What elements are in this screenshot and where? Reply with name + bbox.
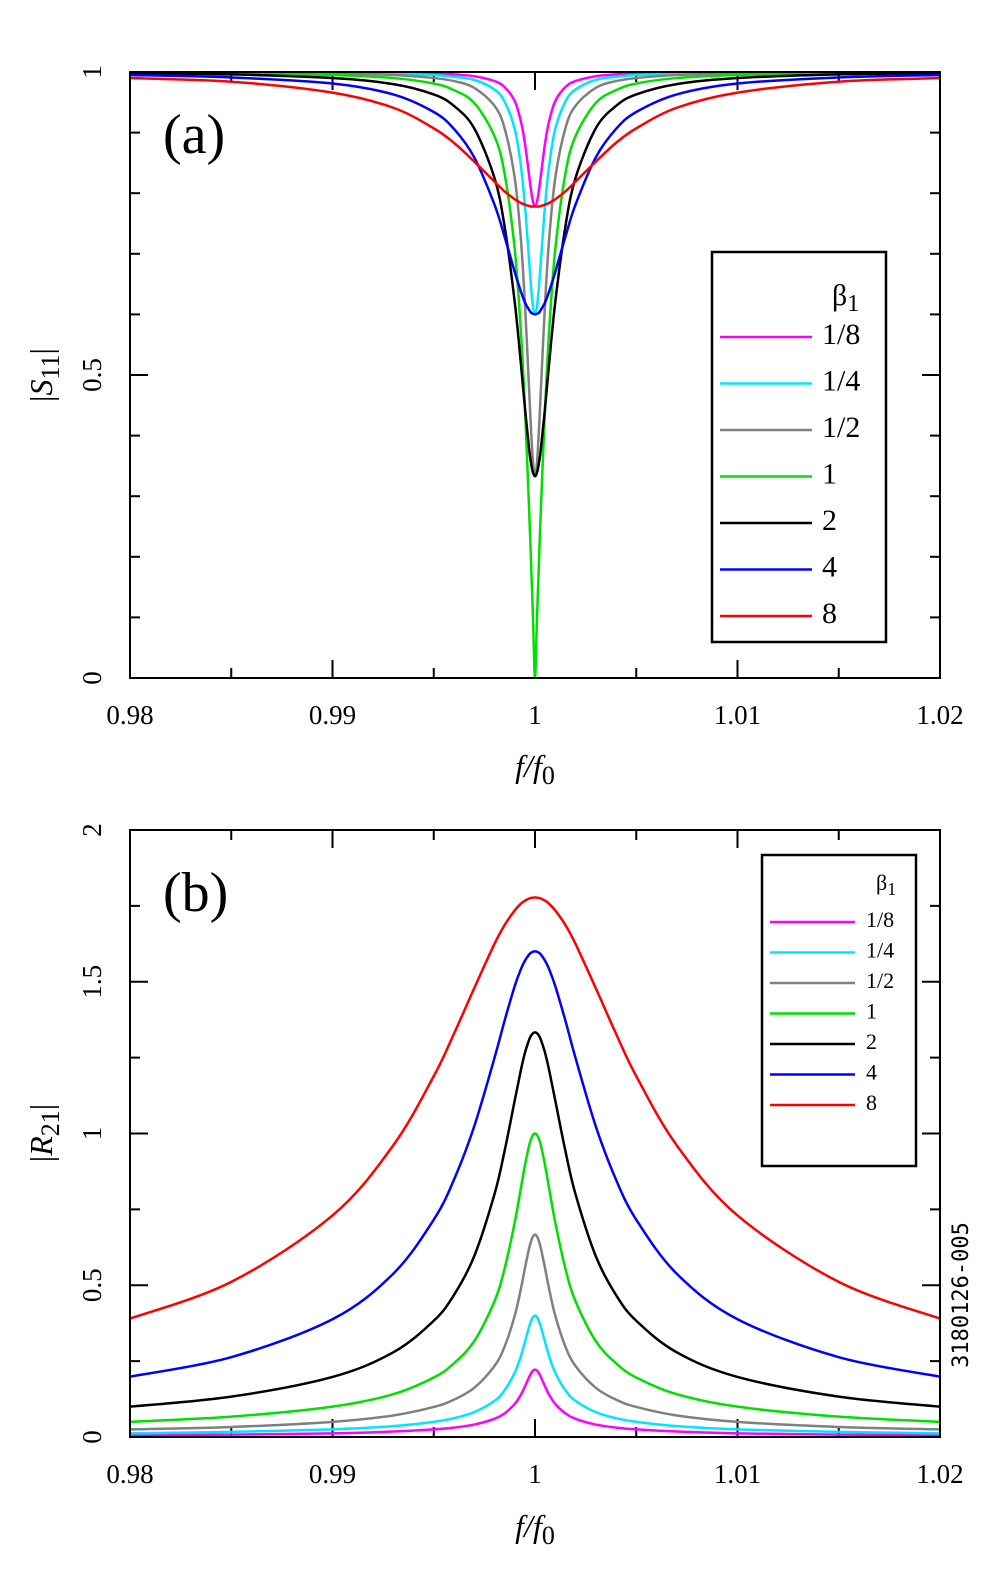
legend-box (710, 250, 888, 644)
legend-title: β1 (876, 870, 896, 898)
x-tick-label: 0.99 (309, 1459, 356, 1489)
x-axis-label: f/f0 (515, 1508, 555, 1549)
data-line (130, 1132, 940, 1424)
y-axis-label-part: S (23, 380, 59, 396)
y-tick-label: 2 (77, 823, 107, 837)
legend-box (760, 853, 918, 1168)
y-axis-label-part: | (23, 348, 59, 354)
data-line (130, 72, 940, 208)
y-axis-label-part: | (23, 1104, 59, 1110)
y-axis-label-part: | (23, 1156, 59, 1162)
x-tick-label: 1 (528, 700, 542, 730)
plot-frame (129, 71, 941, 679)
legend-title-part: 1 (847, 291, 859, 317)
y-axis-label-part: 21 (36, 1110, 65, 1136)
data-line (130, 72, 940, 678)
legend-label: 4 (866, 1060, 877, 1085)
data-line (130, 896, 940, 1320)
y-axis-label-part: R (23, 1136, 59, 1157)
data-line (130, 76, 940, 208)
y-axis-label-part: | (23, 396, 59, 402)
y-axis-label: |S11| (23, 348, 64, 402)
x-axis-label-part: 0 (542, 1521, 555, 1550)
data-line (130, 1233, 940, 1431)
x-axis-label-part: f/f (515, 748, 546, 784)
legend-label: 2 (866, 1029, 877, 1054)
data-line (130, 950, 940, 1378)
panel-label: (a) (163, 104, 225, 166)
x-tick-label: 1.01 (714, 700, 761, 730)
y-tick-label: 1 (77, 1127, 107, 1141)
legend-label: 8 (866, 1090, 877, 1115)
legend-title-part: 1 (887, 879, 896, 899)
y-axis-label: |R21| (23, 1104, 64, 1162)
y-tick-label: 0 (77, 1430, 107, 1444)
y-tick-label: 1 (77, 65, 107, 79)
data-line (130, 1314, 940, 1435)
legend-label: 1/4 (822, 364, 860, 397)
y-tick-label: 0.5 (77, 1268, 107, 1302)
y-tick-label: 0.5 (77, 358, 107, 392)
x-tick-label: 1.02 (916, 700, 963, 730)
data-line (130, 1031, 940, 1408)
x-axis-label-part: f/f (515, 1508, 546, 1544)
x-tick-label: 1.01 (714, 1459, 761, 1489)
plot-frame (129, 829, 941, 1438)
y-axis-label-part: 11 (36, 354, 65, 379)
legend-label: 1/2 (866, 968, 894, 993)
legend-title: β1 (832, 279, 859, 317)
legend-label: 1 (866, 999, 877, 1024)
panel-label: (b) (163, 862, 228, 924)
legend-label: 1/2 (822, 411, 860, 444)
y-tick-label: 0 (77, 671, 107, 685)
x-tick-label: 0.98 (106, 700, 153, 730)
legend-label: 1 (822, 457, 837, 490)
x-axis-label: f/f0 (515, 748, 555, 789)
legend-label: 4 (822, 550, 837, 583)
legend-label: 2 (822, 504, 837, 537)
y-tick-label: 1.5 (77, 965, 107, 999)
x-tick-label: 0.98 (106, 1459, 153, 1489)
legend-title-part: β (876, 870, 887, 895)
legend-label: 1/8 (822, 318, 860, 351)
x-axis-label-part: 0 (542, 761, 555, 790)
x-tick-label: 1 (528, 1459, 542, 1489)
legend-label: 1/8 (866, 907, 894, 932)
x-tick-label: 0.99 (309, 700, 356, 730)
data-line (130, 72, 940, 478)
legend-label: 8 (822, 597, 837, 630)
figure-id: 3180126-005 (949, 1222, 974, 1368)
data-line (130, 1368, 940, 1437)
legend-label: 1/4 (866, 938, 894, 963)
x-tick-label: 1.02 (916, 1459, 963, 1489)
legend-title-part: β (832, 279, 847, 312)
data-line (130, 73, 940, 316)
